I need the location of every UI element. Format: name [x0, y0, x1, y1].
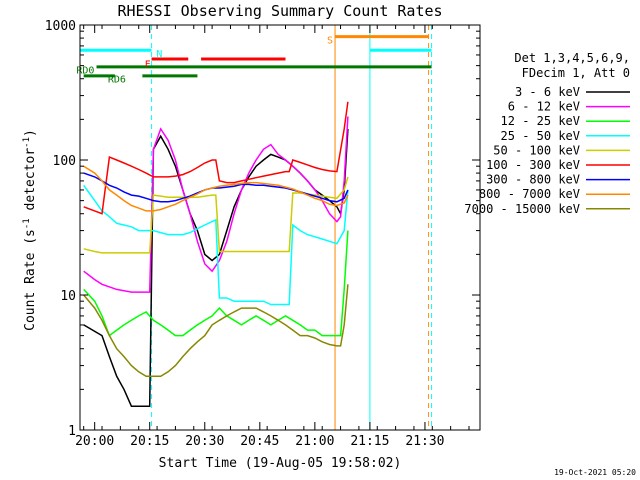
status-label-3: RD0	[76, 65, 94, 76]
series-line-3	[83, 184, 349, 306]
x-tick-label-2: 20:30	[185, 434, 224, 449]
y-tick-label-1: 10	[60, 289, 76, 304]
series-line-5	[83, 101, 349, 215]
y-axis-label-sup: -1	[22, 218, 32, 229]
x-tick-label-5: 21:15	[350, 434, 389, 449]
legend-label-1: 6 - 12 keV	[508, 100, 580, 114]
x-tick-label-0: 20:00	[75, 434, 114, 449]
y-axis-label-end: )	[23, 129, 38, 137]
legend-label-7: 800 - 7000 keV	[479, 187, 580, 201]
x-axis-label: Start Time (19-Aug-05 19:58:02)	[159, 456, 402, 471]
plot-area	[83, 25, 433, 430]
legend-header-2: FDecim 1, Att 0	[522, 66, 630, 80]
chart-title: RHESSI Observing Summary Count Rates	[117, 2, 442, 20]
footer-date: 19-Oct-2021 05:20	[554, 468, 636, 477]
status-label-1: F	[145, 59, 151, 70]
plot-frame	[79, 24, 481, 431]
status-label-4: RD6	[108, 75, 126, 86]
legend-label-6: 300 - 800 keV	[486, 173, 580, 187]
series-line-8	[83, 284, 349, 378]
status-bars: NF S RD0 RD6	[76, 35, 432, 86]
axes: 1 10 100 1000 20:00 20:15 20:30 20:45 21:00 21:15…	[45, 19, 481, 449]
y-axis-label-sup2: -1	[22, 137, 32, 148]
legend: Det 1,3,4,5,6,9, FDecim 1, Att 0 3 - 6 k…	[464, 51, 630, 216]
status-label-0: N	[156, 49, 162, 60]
y-tick-label-2: 100	[53, 154, 76, 169]
x-tick-label-6: 21:30	[405, 434, 444, 449]
legend-label-2: 12 - 25 keV	[501, 114, 580, 128]
legend-label-4: 50 - 100 keV	[493, 143, 580, 157]
y-tick-label-0: 1	[68, 424, 76, 439]
legend-label-8: 7000 - 15000 keV	[464, 202, 580, 216]
status-label-2: S	[327, 36, 333, 47]
series-line-2	[83, 230, 349, 337]
x-tick-label-4: 21:00	[295, 434, 334, 449]
x-tick-label-1: 20:15	[130, 434, 169, 449]
y-axis-label: Count Rate (s-1 detector-1)	[22, 129, 38, 331]
legend-label-3: 25 - 50 keV	[501, 129, 580, 143]
y-axis-label-part2: detector	[23, 148, 38, 219]
y-axis-label-part: Count Rate (s	[23, 229, 38, 331]
legend-label-0: 3 - 6 keV	[515, 85, 580, 99]
y-tick-label-3: 1000	[45, 19, 76, 34]
legend-label-5: 100 - 300 keV	[486, 158, 580, 172]
x-tick-label-3: 20:45	[240, 434, 279, 449]
series-line-1	[83, 116, 349, 293]
series-line-6	[83, 172, 349, 203]
series-line-7	[83, 165, 349, 212]
legend-header-1: Det 1,3,4,5,6,9,	[514, 51, 630, 65]
